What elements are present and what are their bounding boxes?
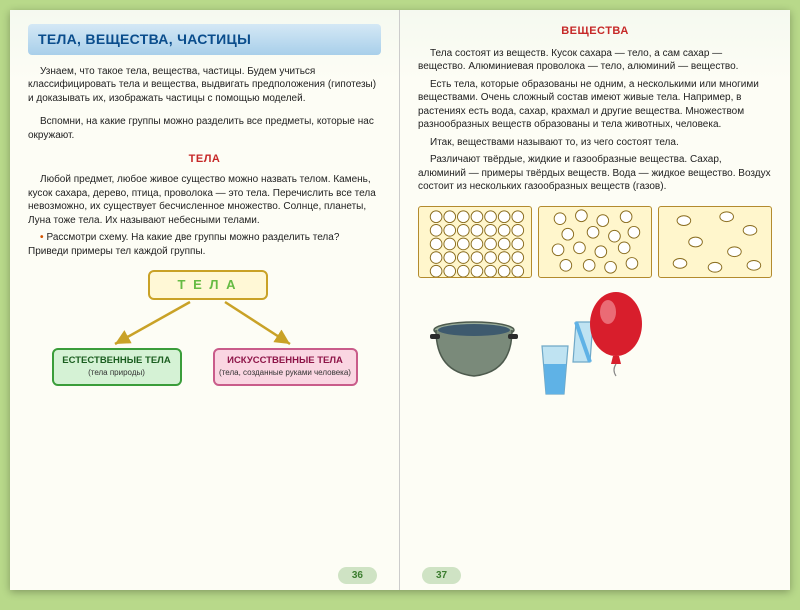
- book-spread: ТЕЛА, ВЕЩЕСТВА, ЧАСТИЦЫ Узнаем, что тако…: [10, 10, 790, 590]
- particle-diagrams: [418, 206, 772, 278]
- right-p2: Есть тела, которые образованы не одним, …: [418, 78, 772, 132]
- diagram-node-main: Т Е Л А: [148, 270, 268, 300]
- diagram-arrows: [50, 298, 360, 350]
- node-artificial-title: ИСКУССТВЕННЫЕ ТЕЛА: [219, 355, 352, 368]
- gas-state-box: [658, 206, 772, 278]
- section-heading-substances: ВЕЩЕСТВА: [418, 24, 772, 39]
- balloon-icon: [586, 290, 646, 380]
- diagram-node-artificial: ИСКУССТВЕННЫЕ ТЕЛА (тела, созданные рука…: [213, 348, 358, 386]
- right-p4: Различают твёрдые, жидкие и газообразные…: [418, 153, 772, 194]
- objects-illustration: [418, 290, 772, 380]
- task-text: Рассмотри схему. На какие две группы мож…: [28, 232, 339, 257]
- diagram-tela: Т Е Л А ЕСТЕСТВЕННЫЕ ТЕЛА (тела природы)…: [50, 268, 360, 403]
- diagram-node-natural: ЕСТЕСТВЕННЫЕ ТЕЛА (тела природы): [52, 348, 182, 386]
- solid-state-box: [418, 206, 532, 278]
- body-text-1: Любой предмет, любое живое существо можн…: [28, 174, 376, 226]
- intro-paragraph: Узнаем, что такое тела, вещества, частиц…: [28, 65, 381, 106]
- page-left: ТЕЛА, ВЕЩЕСТВА, ЧАСТИЦЫ Узнаем, что тако…: [10, 10, 400, 590]
- node-natural-sub: (тела природы): [58, 368, 176, 379]
- bullet-icon: •: [40, 232, 44, 243]
- right-p3: Итак, веществами называют то, из чего со…: [418, 136, 772, 150]
- page-number-left: 36: [338, 567, 377, 585]
- right-p1: Тела состоят из веществ. Кусок сахара — …: [418, 47, 772, 74]
- body-paragraph-1: Любой предмет, любое живое существо можн…: [28, 173, 381, 227]
- liquid-state-box: [538, 206, 652, 278]
- task-paragraph: •Рассмотри схему. На какие две группы мо…: [28, 231, 381, 258]
- node-artificial-sub: (тела, созданные руками человека): [219, 368, 352, 379]
- pot-icon: [424, 316, 524, 380]
- section-heading-tela: ТЕЛА: [28, 152, 381, 167]
- page-number-right: 37: [422, 567, 461, 585]
- chapter-title-band: ТЕЛА, ВЕЩЕСТВА, ЧАСТИЦЫ: [28, 24, 381, 55]
- recall-paragraph: Вспомни, на какие группы можно разделить…: [28, 115, 381, 142]
- node-natural-title: ЕСТЕСТВЕННЫЕ ТЕЛА: [58, 355, 176, 368]
- page-right: ВЕЩЕСТВА Тела состоят из веществ. Кусок …: [400, 10, 790, 590]
- chapter-title: ТЕЛА, ВЕЩЕСТВА, ЧАСТИЦЫ: [38, 31, 251, 47]
- glass-icon: [538, 320, 572, 380]
